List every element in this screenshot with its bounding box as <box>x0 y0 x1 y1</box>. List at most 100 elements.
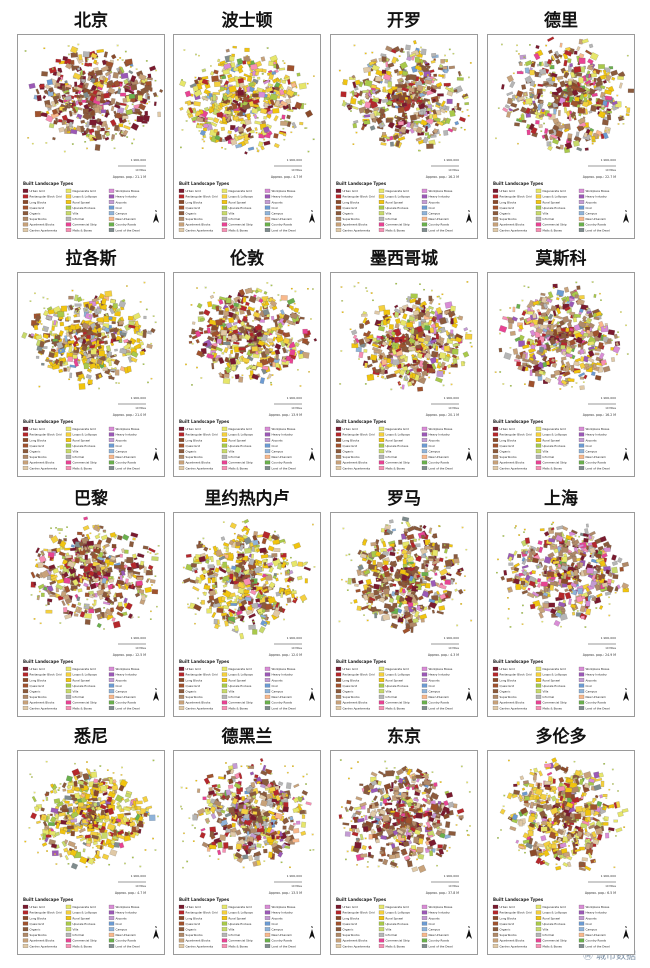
map-patch <box>201 147 204 149</box>
legend-label: Quasi Grid <box>186 206 201 210</box>
map-patch <box>506 74 514 83</box>
map-patch <box>215 318 224 326</box>
map-patch <box>252 629 258 635</box>
map-patch <box>191 343 194 345</box>
map-patch <box>432 98 437 103</box>
map-patch <box>535 45 540 49</box>
legend-swatch <box>421 194 428 199</box>
legend-swatch <box>221 438 228 442</box>
map-patch <box>550 72 558 78</box>
map-patch <box>196 287 198 289</box>
map-patch <box>69 372 73 379</box>
legend-label: Garden Apartments <box>500 466 528 470</box>
map-patch <box>588 89 591 91</box>
map-patch <box>198 130 201 132</box>
map-patch <box>82 331 87 335</box>
legend-swatch <box>264 194 271 199</box>
map-scale-text: 1:900,000 <box>131 158 146 162</box>
map-patch <box>461 110 464 113</box>
map-patch <box>499 371 502 373</box>
legend-swatch <box>108 211 115 216</box>
map-patch <box>543 122 545 125</box>
map-patch <box>84 566 88 570</box>
map-patch <box>588 110 593 114</box>
map-patch <box>128 122 131 125</box>
map-patch <box>425 125 428 132</box>
map-patch <box>133 343 142 350</box>
map-patch <box>59 321 65 327</box>
map-patch <box>565 146 567 149</box>
map-patch <box>78 107 83 111</box>
map-patch <box>135 68 138 70</box>
map-patch <box>133 329 137 335</box>
map-patch <box>401 384 405 390</box>
map-patch <box>546 298 553 303</box>
map-patch <box>445 86 452 92</box>
map-patch <box>294 290 297 293</box>
map-patch <box>557 375 563 382</box>
map-patch <box>533 52 541 61</box>
map-patch <box>110 556 116 561</box>
map-patch <box>248 624 256 630</box>
map-patch <box>263 291 268 295</box>
map-patch <box>426 373 429 375</box>
population-text: Approx. pop.: 22.7 M <box>583 175 616 179</box>
map-patch <box>62 540 65 542</box>
map-patch <box>390 141 394 147</box>
legend-swatch <box>108 466 115 470</box>
legend-swatch <box>421 460 428 465</box>
map-patch <box>522 344 530 350</box>
map-patch <box>70 46 79 54</box>
legend-swatch <box>22 194 29 199</box>
map-patch <box>103 601 111 606</box>
map-patch <box>539 99 544 105</box>
map-patch <box>602 79 607 84</box>
map-patch <box>378 354 384 360</box>
map-patch <box>394 323 400 329</box>
map-patch <box>538 370 546 376</box>
legend-swatch <box>65 700 72 705</box>
map-patch <box>552 310 557 317</box>
map-patch <box>37 553 42 558</box>
map-patch <box>260 145 265 151</box>
map-patch <box>263 138 266 141</box>
map-patch <box>207 94 210 96</box>
scale-label: 10 Miles <box>605 168 616 172</box>
legend-swatch <box>108 188 115 193</box>
map-patch <box>525 96 528 99</box>
map-patch <box>293 302 296 305</box>
map-patch <box>113 79 121 87</box>
map-patch <box>68 53 70 56</box>
map-patch <box>583 97 588 103</box>
legend-label: Villa <box>386 450 392 454</box>
map-patch <box>541 333 546 337</box>
map-patch <box>266 377 269 380</box>
map-patch <box>385 330 391 335</box>
map-patch <box>297 350 301 354</box>
legend-label: Quasi Grid <box>343 444 358 448</box>
legend-label: Civic <box>429 444 436 448</box>
map-patch <box>556 75 564 81</box>
map-patch <box>237 89 245 96</box>
map-patch <box>98 350 105 357</box>
map-patch <box>427 319 433 326</box>
map-patch <box>279 317 281 320</box>
map-patch <box>577 107 586 114</box>
map-patch <box>206 327 211 334</box>
legend-title: Built Landscape Types <box>493 419 544 424</box>
map-patch <box>444 54 446 57</box>
map-patch <box>522 101 526 106</box>
map-patch <box>583 374 588 380</box>
legend-swatch <box>264 466 271 470</box>
legend-swatch <box>378 460 385 465</box>
map-patch <box>532 109 535 111</box>
legend-swatch <box>535 438 542 442</box>
map-patch <box>115 133 117 135</box>
map-patch <box>89 582 97 590</box>
map-patch <box>222 95 229 102</box>
map-patch <box>145 308 148 311</box>
legend-label: Land of the Dead <box>272 228 296 232</box>
map-patch <box>147 330 152 335</box>
map-patch <box>66 366 71 372</box>
map-patch <box>147 95 150 100</box>
